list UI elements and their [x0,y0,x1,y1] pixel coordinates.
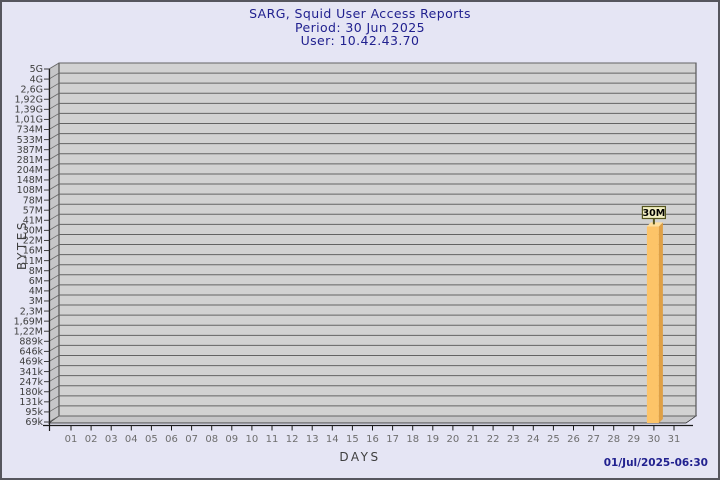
svg-text:07: 07 [185,434,198,445]
svg-text:95k: 95k [25,407,43,418]
svg-text:19: 19 [426,434,439,445]
svg-text:25: 25 [547,434,560,445]
svg-text:20: 20 [447,434,460,445]
svg-text:78M: 78M [23,195,43,206]
svg-text:5G: 5G [30,64,43,75]
report-header: SARG, Squid User Access Reports Period: … [2,7,718,48]
y-tick-marks [44,68,50,423]
svg-text:12: 12 [286,434,299,445]
svg-text:8M: 8M [29,266,43,277]
svg-text:57M: 57M [23,205,43,216]
svg-text:30M: 30M [643,208,666,219]
svg-text:2,6G: 2,6G [21,84,43,95]
gridlines [59,62,696,417]
svg-text:1,01G: 1,01G [14,115,43,126]
svg-text:1,92G: 1,92G [14,94,43,105]
report-title: SARG, Squid User Access Reports [249,6,471,21]
svg-text:247k: 247k [19,377,43,388]
svg-text:131k: 131k [19,397,43,408]
bar-value-label: 30M [641,205,667,225]
svg-text:1,39G: 1,39G [14,105,43,116]
y-tick-labels: 5G4G2,6G1,92G1,39G1,01G734M533M387M281M2… [14,64,44,428]
svg-text:10: 10 [246,434,259,445]
svg-text:22M: 22M [23,236,43,247]
svg-text:148M: 148M [17,175,43,186]
svg-text:4M: 4M [29,286,43,297]
svg-text:13: 13 [306,434,319,445]
svg-text:29: 29 [627,434,640,445]
svg-text:06: 06 [165,434,178,445]
plot-area [58,62,697,417]
svg-text:387M: 387M [17,145,43,156]
svg-text:30M: 30M [23,226,43,237]
svg-text:1,22M: 1,22M [14,326,43,337]
svg-text:16M: 16M [23,246,43,257]
svg-text:26: 26 [567,434,580,445]
svg-text:05: 05 [145,434,158,445]
svg-text:15: 15 [346,434,359,445]
x-tick-marks [70,425,675,431]
svg-text:30: 30 [648,434,661,445]
svg-text:341k: 341k [19,367,43,378]
svg-text:108M: 108M [17,185,43,196]
svg-text:31: 31 [668,434,681,445]
x-tick-labels: 01 02 03 04 05 06 07 08 09 10 11 12 13 14 15 16 17 18 19 20… [65,434,681,445]
svg-text:16: 16 [366,434,379,445]
svg-text:09: 09 [225,434,238,445]
svg-text:469k: 469k [19,357,43,368]
y-axis-label: BYTES [15,220,29,270]
svg-text:21: 21 [467,434,480,445]
svg-text:2,3M: 2,3M [20,306,43,317]
svg-text:24: 24 [527,434,540,445]
svg-text:3M: 3M [29,296,43,307]
svg-text:69k: 69k [25,417,43,428]
svg-text:23: 23 [507,434,520,445]
svg-text:04: 04 [125,434,138,445]
svg-text:18: 18 [406,434,419,445]
svg-text:08: 08 [205,434,218,445]
svg-text:281M: 281M [17,155,43,166]
svg-text:204M: 204M [17,165,43,176]
svg-text:22: 22 [487,434,500,445]
svg-text:28: 28 [607,434,620,445]
floor-3d [47,415,698,424]
svg-text:03: 03 [105,434,118,445]
svg-text:1,69M: 1,69M [14,316,43,327]
svg-text:11M: 11M [23,256,43,267]
report-user: User: 10.42.43.70 [300,33,420,48]
svg-text:889k: 889k [19,337,43,348]
svg-text:646k: 646k [19,347,43,358]
x-axis-label: DAYS [339,450,381,464]
svg-text:14: 14 [326,434,339,445]
svg-text:02: 02 [85,434,98,445]
svg-text:734M: 734M [17,125,43,136]
wall-diagonals [48,62,60,423]
svg-text:6M: 6M [29,276,43,287]
svg-text:27: 27 [587,434,600,445]
bar-day-30 [646,222,663,423]
generation-timestamp: 01/Jul/2025-06:30 [603,457,708,469]
svg-text:17: 17 [386,434,399,445]
svg-text:533M: 533M [17,135,43,146]
svg-text:11: 11 [266,434,279,445]
report-period: Period: 30 Jun 2025 [295,19,425,35]
svg-text:41M: 41M [23,215,43,226]
svg-text:01: 01 [65,434,78,445]
svg-text:4G: 4G [30,74,43,85]
svg-text:180k: 180k [19,387,43,398]
